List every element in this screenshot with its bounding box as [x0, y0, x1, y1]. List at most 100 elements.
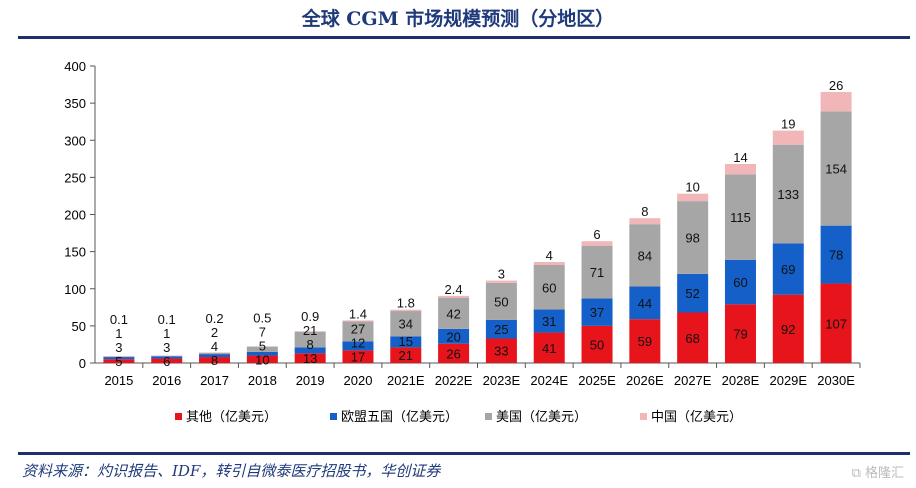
bottom-rule: [18, 452, 910, 455]
bar-segment: [294, 353, 326, 363]
bar-segment: [199, 352, 231, 353]
bar-segment: [390, 347, 422, 363]
bar-segment: [533, 264, 565, 310]
legend-swatch: [640, 413, 647, 420]
y-tick-label: 150: [64, 245, 86, 260]
bar-segment: [820, 225, 852, 284]
bar-segment: [342, 320, 374, 322]
x-tick-label: 2029E: [769, 373, 807, 388]
bar-segment: [438, 343, 470, 363]
x-tick-label: 2025E: [578, 373, 616, 388]
bar-segment: [294, 331, 326, 348]
bar-segment: [294, 347, 326, 354]
bar-segment: [772, 144, 804, 244]
data-label: 5: [115, 354, 122, 369]
legend-label: 其他（亿美元）: [186, 409, 277, 424]
data-label: 6: [593, 227, 600, 242]
source-note: 资料来源：灼识报告、IDF，转引自微泰医疗招股书，华创证券: [22, 462, 441, 480]
bar-segment: [772, 130, 804, 145]
data-label: 10: [255, 352, 269, 367]
x-tick-label: 2022E: [435, 373, 473, 388]
data-label: 0.1: [110, 312, 128, 327]
bar-segment: [342, 350, 374, 363]
bar-segment: [533, 309, 565, 333]
data-label: 41: [542, 341, 556, 356]
y-tick-label: 300: [64, 133, 86, 148]
data-label: 1.8: [397, 296, 415, 311]
x-tick-label: 2026E: [626, 373, 664, 388]
bar-segment: [629, 224, 661, 287]
bar-segment: [724, 174, 756, 260]
bar-segment: [629, 218, 661, 225]
bar-segment: [724, 259, 756, 305]
data-label: 68: [685, 331, 699, 346]
bar-segment: [677, 312, 709, 363]
bar-segment: [581, 298, 613, 326]
data-label: 2.4: [445, 282, 463, 297]
data-label: 52: [685, 286, 699, 301]
data-label: 0.2: [205, 311, 223, 326]
bar-segment: [820, 91, 852, 112]
bar-segment: [199, 352, 231, 355]
data-label: 5: [259, 338, 266, 353]
legend-label: 欧盟五国（亿美元）: [341, 409, 458, 424]
watermark: ⧉ 格隆汇: [851, 466, 904, 481]
data-label: 107: [825, 316, 847, 331]
data-label: 0.1: [158, 312, 176, 327]
bar-segment: [772, 294, 804, 363]
data-label: 15: [399, 334, 413, 349]
y-tick-label: 50: [72, 319, 86, 334]
bar-segment: [438, 328, 470, 344]
data-label: 0.5: [253, 310, 271, 325]
y-tick-label: 200: [64, 208, 86, 223]
data-label: 1: [163, 326, 170, 341]
bar-segment: [485, 282, 517, 320]
bar-segment: [772, 243, 804, 295]
legend-swatch: [485, 413, 492, 420]
data-label: 154: [825, 161, 847, 176]
bar-segment: [581, 325, 613, 363]
bar-segment: [438, 297, 470, 329]
bar-segment: [485, 319, 517, 339]
data-label: 78: [829, 248, 843, 263]
bar-segment: [581, 245, 613, 299]
bar-segment: [390, 336, 422, 348]
bar-segment: [342, 341, 374, 351]
bar-segment: [820, 283, 852, 363]
data-label: 33: [494, 344, 508, 359]
data-label: 6: [163, 354, 170, 369]
data-label: 2: [211, 325, 218, 340]
data-label: 21: [303, 323, 317, 338]
data-label: 26: [446, 346, 460, 361]
data-label: 3: [115, 340, 122, 355]
bar-segment: [103, 357, 135, 360]
data-label: 10: [685, 180, 699, 195]
bar-segment: [151, 358, 183, 363]
bar-segment: [103, 359, 135, 363]
y-tick-label: 400: [64, 59, 86, 74]
x-tick-label: 2021E: [387, 373, 425, 388]
y-tick-label: 100: [64, 282, 86, 297]
data-label: 37: [590, 305, 604, 320]
bar-segment: [533, 262, 565, 265]
bar-segment: [199, 354, 231, 358]
bar-segment: [438, 295, 470, 298]
y-tick-label: 0: [79, 356, 86, 371]
bar-segment: [629, 319, 661, 363]
x-tick-label: 2024E: [530, 373, 568, 388]
bar-segment: [724, 164, 756, 175]
legend-swatch: [330, 413, 337, 420]
data-label: 69: [781, 262, 795, 277]
x-tick-label: 2028E: [722, 373, 760, 388]
bar-segment: [151, 356, 183, 359]
x-tick-label: 2023E: [483, 373, 521, 388]
bar-segment: [151, 355, 183, 357]
x-tick-label: 2030E: [817, 373, 855, 388]
x-tick-label: 2019: [296, 373, 325, 388]
x-tick-label: 2016: [152, 373, 181, 388]
legend-label: 中国（亿美元）: [651, 409, 742, 424]
bar-segment: [390, 309, 422, 312]
bar-segment: [677, 273, 709, 313]
data-label: 7: [259, 324, 266, 339]
x-tick-label: 2018: [248, 373, 277, 388]
